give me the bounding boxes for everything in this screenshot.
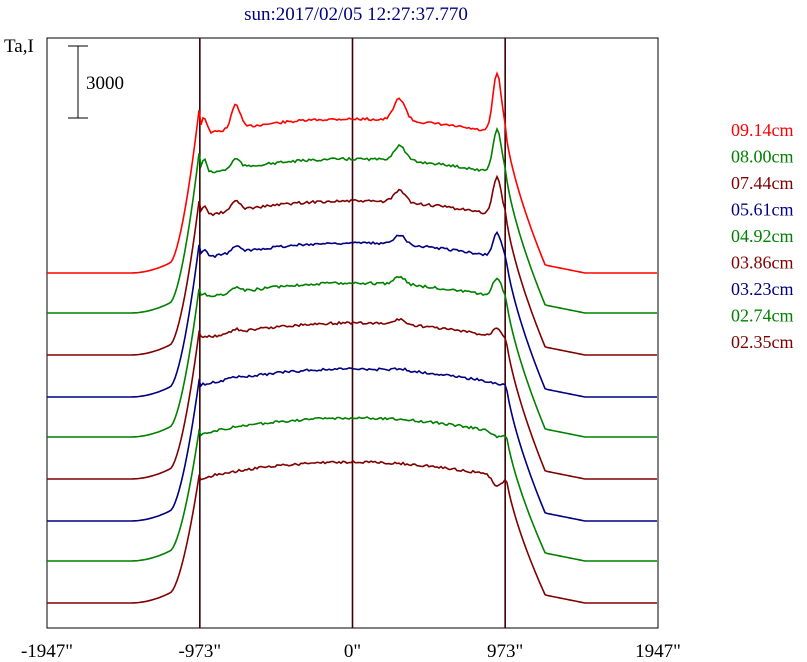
x-tick-label-3: 973": [487, 641, 523, 662]
x-tick-label-4: 1947": [635, 641, 681, 662]
scale-bar: 3000: [68, 45, 124, 119]
y-axis-label: Ta,I: [4, 36, 34, 57]
x-tick-label-2: 0": [344, 641, 361, 662]
series-line-04.92cm: [47, 275, 657, 438]
legend-entry-5: 03.86cm: [731, 253, 794, 273]
legend-entry-2: 07.44cm: [731, 173, 794, 193]
series-line-03.86cm: [47, 317, 657, 480]
series-line-02.74cm: [47, 416, 657, 562]
legend-entry-6: 03.23cm: [731, 279, 794, 299]
series-lines: [47, 71, 657, 604]
legend: 09.14cm 08.00cm 07.44cm 05.61cm 04.92cm 03.86…: [731, 120, 794, 352]
chart-title: sun:2017/02/05 12:27:37.770: [244, 4, 468, 25]
series-line-05.61cm: [47, 230, 657, 398]
legend-entry-0: 09.14cm: [731, 120, 794, 140]
series-line-03.23cm: [47, 367, 657, 522]
legend-entry-4: 04.92cm: [731, 226, 794, 246]
x-tick-label-1: -973": [179, 641, 222, 662]
legend-entry-3: 05.61cm: [731, 200, 794, 220]
legend-entry-1: 08.00cm: [731, 147, 794, 167]
x-tick-labels: -1947" -973" 0" 973" 1947": [21, 641, 681, 662]
series-line-02.35cm: [47, 459, 657, 604]
series-line-08.00cm: [47, 126, 657, 314]
x-tick-label-0: -1947": [21, 641, 73, 662]
series-line-09.14cm: [47, 71, 657, 274]
series-line-07.44cm: [47, 174, 657, 356]
scale-bar-label: 3000: [86, 73, 124, 94]
legend-entry-7: 02.74cm: [731, 306, 794, 326]
legend-entry-8: 02.35cm: [731, 332, 794, 352]
